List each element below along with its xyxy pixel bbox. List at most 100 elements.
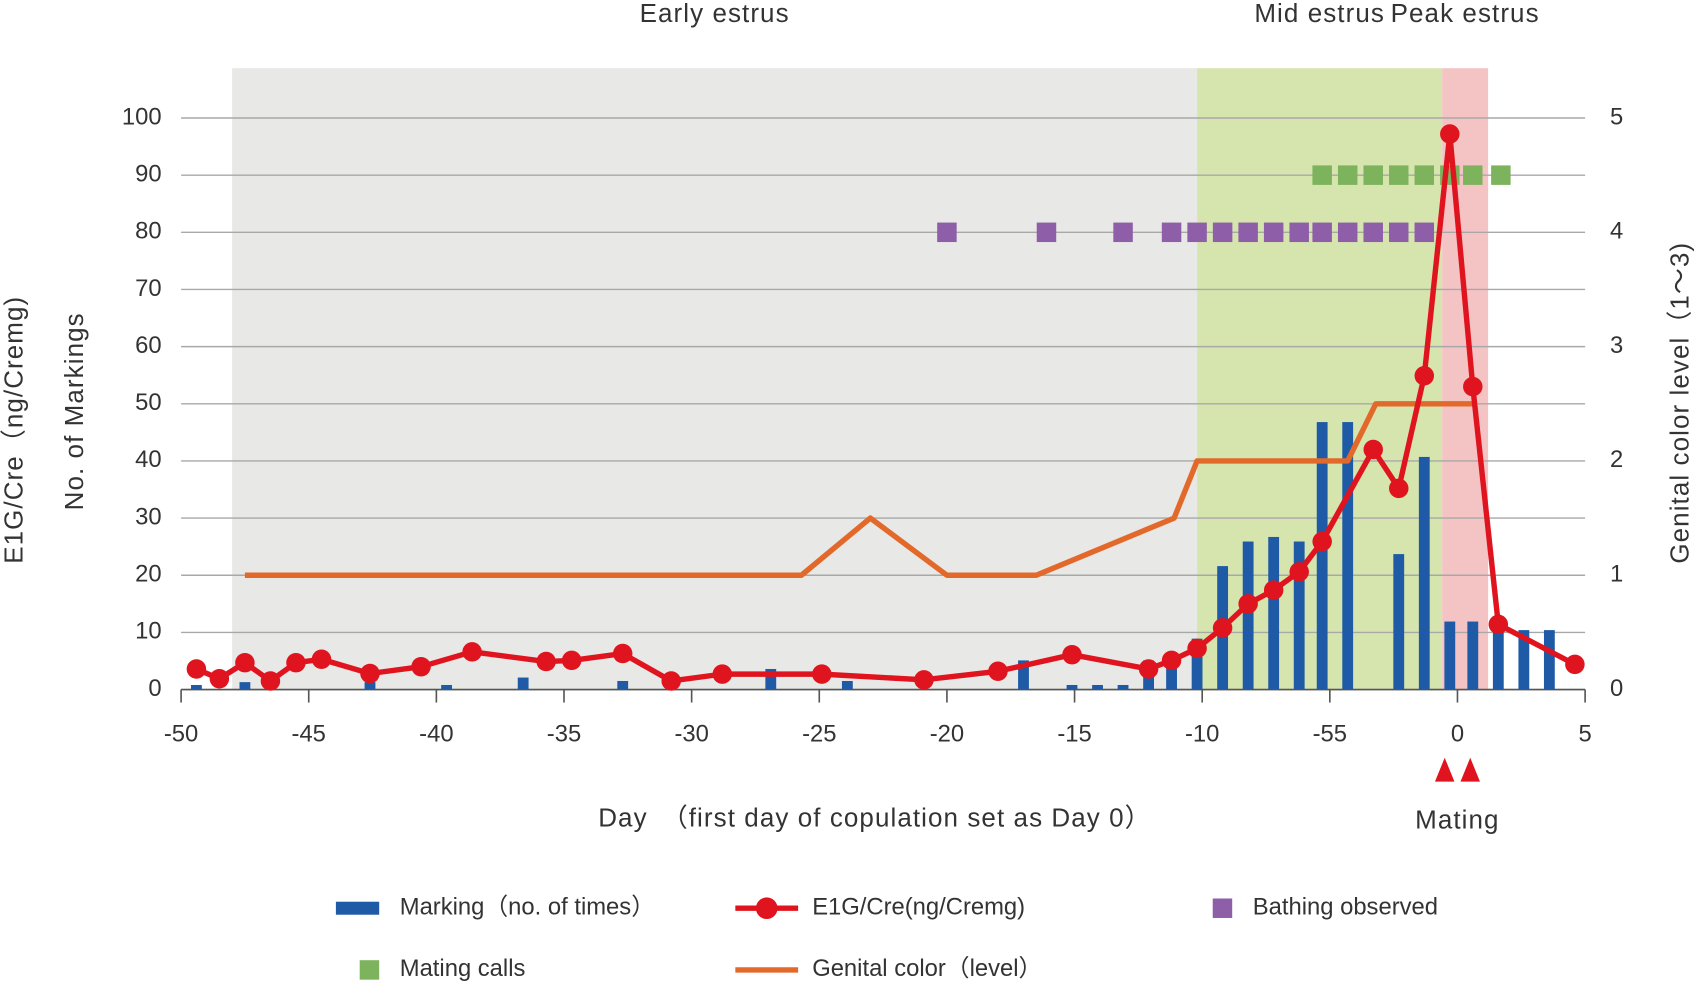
y-tick-label: 80 [135,218,161,245]
square-marker [1414,222,1435,243]
x-tick-label: -15 [1057,720,1091,747]
x-tick-label: 5 [1578,720,1591,747]
y2-tick-label: 4 [1610,218,1623,245]
bar [239,682,251,690]
bar [1191,638,1203,690]
square-marker [1238,222,1258,243]
line-marker [1488,614,1509,635]
y-tick-label: 10 [135,618,161,645]
line-marker [561,650,582,671]
line-marker [1062,644,1082,665]
y-axis-outer-label: E1G/Cre（ng/Cremg) [0,296,28,564]
x-tick-label: -25 [802,720,836,747]
square-marker [1491,165,1511,185]
y-axis-label: No. of Markings [59,312,89,510]
y-tick-label: 60 [135,332,161,359]
line-marker [186,659,207,679]
legend-swatch [359,960,380,980]
bar [1066,684,1078,690]
line-marker [411,656,431,677]
line-marker [1187,638,1207,659]
square-marker [1389,165,1409,185]
bar [765,668,777,690]
legend-label: Marking（no. of times） [400,894,655,921]
legend-swatch [1212,898,1233,918]
bar [1342,422,1354,690]
bar [1293,541,1305,690]
square-marker [1463,165,1483,185]
line-marker [1463,376,1483,397]
y2-axis-label: Genital color level（1～3) [1664,242,1694,564]
line-marker [1238,594,1258,614]
bar [1393,554,1405,690]
phase-region [232,68,1198,690]
line-marker [914,670,934,690]
line-marker [1565,654,1585,675]
bar [1543,630,1555,690]
phase-label: Mid estrus [1254,0,1385,28]
square-marker [1337,165,1358,185]
line-marker [1289,562,1309,582]
square-marker [1363,165,1383,185]
square-marker [1337,222,1358,243]
mating-arrow [1434,757,1455,782]
square-marker [1187,222,1207,243]
square-marker [1312,165,1332,185]
x-tick-label: -40 [419,720,453,747]
line-marker [260,671,281,691]
line-marker [286,652,306,673]
bar [441,684,452,690]
bar [1418,456,1430,690]
y2-tick-label: 2 [1610,446,1623,473]
y-tick-label: 40 [135,446,161,473]
y2-tick-label: 0 [1610,675,1623,702]
legend-label: Bathing observed [1253,894,1438,921]
x-tick-label: -35 [547,720,581,747]
x-tick-label: -45 [292,720,326,747]
square-marker [1113,222,1133,243]
bar [617,680,629,690]
line-marker [988,661,1008,682]
square-marker [1036,222,1057,243]
square-marker [1414,165,1435,185]
line-marker [360,663,380,684]
line-marker [462,642,482,662]
line-marker [1263,580,1284,600]
line-marker [235,652,255,673]
bar [841,680,853,690]
square-marker [1263,222,1284,243]
y2-tick-label: 1 [1610,561,1623,588]
line-marker [1161,650,1182,671]
square-marker [937,222,957,243]
y-tick-label: 50 [135,389,161,416]
line-marker [1212,618,1233,638]
line-marker [311,649,332,670]
bar [190,684,202,690]
line-marker [1414,366,1435,386]
bar [1117,684,1129,690]
x-tick-label: -30 [674,720,708,747]
x-tick-label: 0 [1451,720,1464,747]
bar [1242,541,1254,690]
mating-label: Mating [1415,804,1499,834]
line-marker [536,651,556,672]
bar [1492,624,1504,690]
bar [364,682,376,690]
y-tick-label: 0 [148,675,161,702]
bar [1166,653,1177,690]
line-marker [1312,531,1332,552]
legend-swatch-marker [755,897,778,920]
x-axis-label: Day （first day of copulation set as Day … [598,802,1152,832]
line-marker [612,643,633,664]
bar [1092,684,1103,690]
line-marker [1138,659,1159,679]
legend-label: Genital color（level） [812,955,1042,982]
square-marker [1363,222,1383,243]
line-marker [1389,478,1409,499]
phase-label: Early estrus [640,0,790,28]
y2-tick-label: 5 [1610,103,1623,130]
x-tick-label: -10 [1185,720,1219,747]
y-tick-label: 70 [135,275,161,302]
